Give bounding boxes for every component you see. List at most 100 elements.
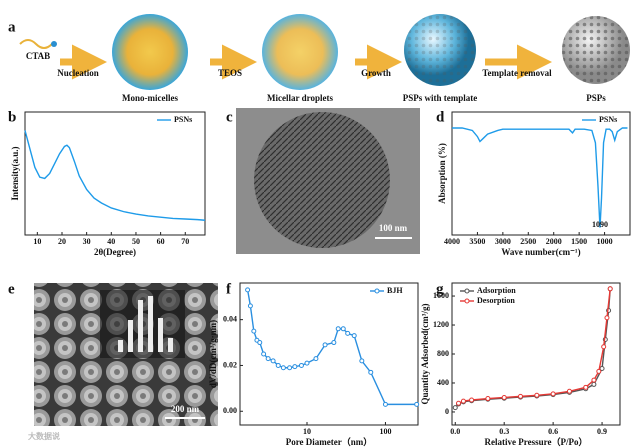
point <box>261 351 267 357</box>
point <box>270 358 276 364</box>
x-tick-label: 1000 <box>597 237 613 246</box>
x-tick-label: 30 <box>83 237 91 246</box>
panel-label: b <box>8 109 16 125</box>
x-tick-label: 2500 <box>520 237 536 246</box>
tem-particle <box>254 112 390 248</box>
point <box>245 287 251 293</box>
plot-frame <box>239 282 419 426</box>
micellar-droplet <box>262 14 338 90</box>
stage-label: Micellar droplets <box>267 93 333 103</box>
x-tick-label: 60 <box>157 237 165 246</box>
y-axis-label: Intensity(a.u.) <box>10 146 20 200</box>
x-tick-label: 0.3 <box>499 427 509 436</box>
legend-label: Adsorption <box>477 286 516 295</box>
scale-label: 200 nm <box>171 404 200 414</box>
inset-bars <box>118 296 173 352</box>
step-label: Growth <box>361 68 391 78</box>
x-tick-label: 3500 <box>469 237 485 246</box>
point <box>292 364 298 370</box>
x-axis-label: Pore Diameter（nm） <box>286 437 373 447</box>
plot-frame <box>451 111 631 236</box>
panel-label: e <box>8 281 15 297</box>
point <box>340 326 346 332</box>
point <box>456 400 462 406</box>
series-line <box>452 127 628 228</box>
x-tick-label: 50 <box>132 237 140 246</box>
point <box>518 393 524 399</box>
point <box>275 362 281 368</box>
stage-label: PSPs <box>586 93 606 103</box>
y-tick-label: 1600 <box>433 291 449 300</box>
plot-frame <box>24 111 206 236</box>
y-axis-label: Absorption (%) <box>437 143 447 204</box>
point <box>452 405 458 411</box>
mono-micelle <box>112 14 188 90</box>
point <box>469 397 475 403</box>
legend-label: Desorption <box>477 296 515 305</box>
point <box>322 342 328 348</box>
psp-pores <box>562 16 630 84</box>
schematic: a CTAB Nucleation TEOS Growth Template r… <box>8 14 630 103</box>
x-tick-label: 4000 <box>444 237 460 246</box>
point <box>304 360 310 366</box>
start-label: CTAB <box>26 51 50 61</box>
legend-label: PSNs <box>599 115 617 124</box>
scale-label: 100 nm <box>379 223 408 233</box>
tem-panel: 100 nm c <box>226 108 420 254</box>
point <box>368 369 374 375</box>
x-tick-label: 70 <box>181 237 189 246</box>
point <box>331 340 337 346</box>
point <box>298 362 304 368</box>
point <box>414 401 420 407</box>
x-axis-label: Relative Pressure（P/Po） <box>485 437 588 447</box>
ctab-head <box>51 41 57 47</box>
y-tick-label: 400 <box>437 378 449 387</box>
y-tick-label: 1200 <box>433 320 449 329</box>
panel-label: c <box>226 109 233 125</box>
ctab-molecule <box>19 39 53 49</box>
point <box>596 368 602 374</box>
point <box>550 391 556 397</box>
y-tick-label: 0.02 <box>223 360 237 369</box>
x-tick-label: 0.0 <box>450 427 460 436</box>
x-axis-label: Wave number(cm⁻¹) <box>501 247 580 257</box>
legend-marker <box>464 288 470 294</box>
legend-marker <box>374 288 380 294</box>
x-tick-label: 40 <box>107 237 115 246</box>
y-tick-label: 800 <box>437 349 449 358</box>
step-label: Template removal <box>482 68 552 78</box>
panel-label: d <box>436 109 445 125</box>
point <box>583 384 589 390</box>
panel-label: f <box>226 281 232 297</box>
step-label: TEOS <box>218 68 242 78</box>
point <box>257 340 263 346</box>
legend-label: BJH <box>387 286 403 295</box>
point <box>534 392 540 398</box>
y-tick-label: 0.00 <box>223 406 237 415</box>
x-tick-label: 1500 <box>571 237 587 246</box>
y-axis-label: Quantity Adsorbed(cm³/g) <box>420 304 430 405</box>
series-line <box>24 130 206 221</box>
x-tick-label: 20 <box>58 237 66 246</box>
point <box>601 344 607 350</box>
point <box>460 398 466 404</box>
point <box>247 303 253 309</box>
watermark: 大数据说 <box>28 431 60 441</box>
point <box>345 330 351 336</box>
point <box>501 394 507 400</box>
psp-template-pores <box>404 14 476 86</box>
x-tick-label: 10 <box>33 237 41 246</box>
point <box>566 388 572 394</box>
x-tick-label: 10 <box>303 427 311 436</box>
point <box>287 365 293 371</box>
legend-label: PSNs <box>174 115 192 124</box>
point <box>351 333 357 339</box>
point <box>335 326 341 332</box>
stage-label: Mono-micelles <box>122 93 178 103</box>
x-tick-label: 100 <box>379 427 391 436</box>
point <box>251 328 257 334</box>
point <box>607 286 613 292</box>
point <box>265 356 271 362</box>
point <box>485 396 491 402</box>
